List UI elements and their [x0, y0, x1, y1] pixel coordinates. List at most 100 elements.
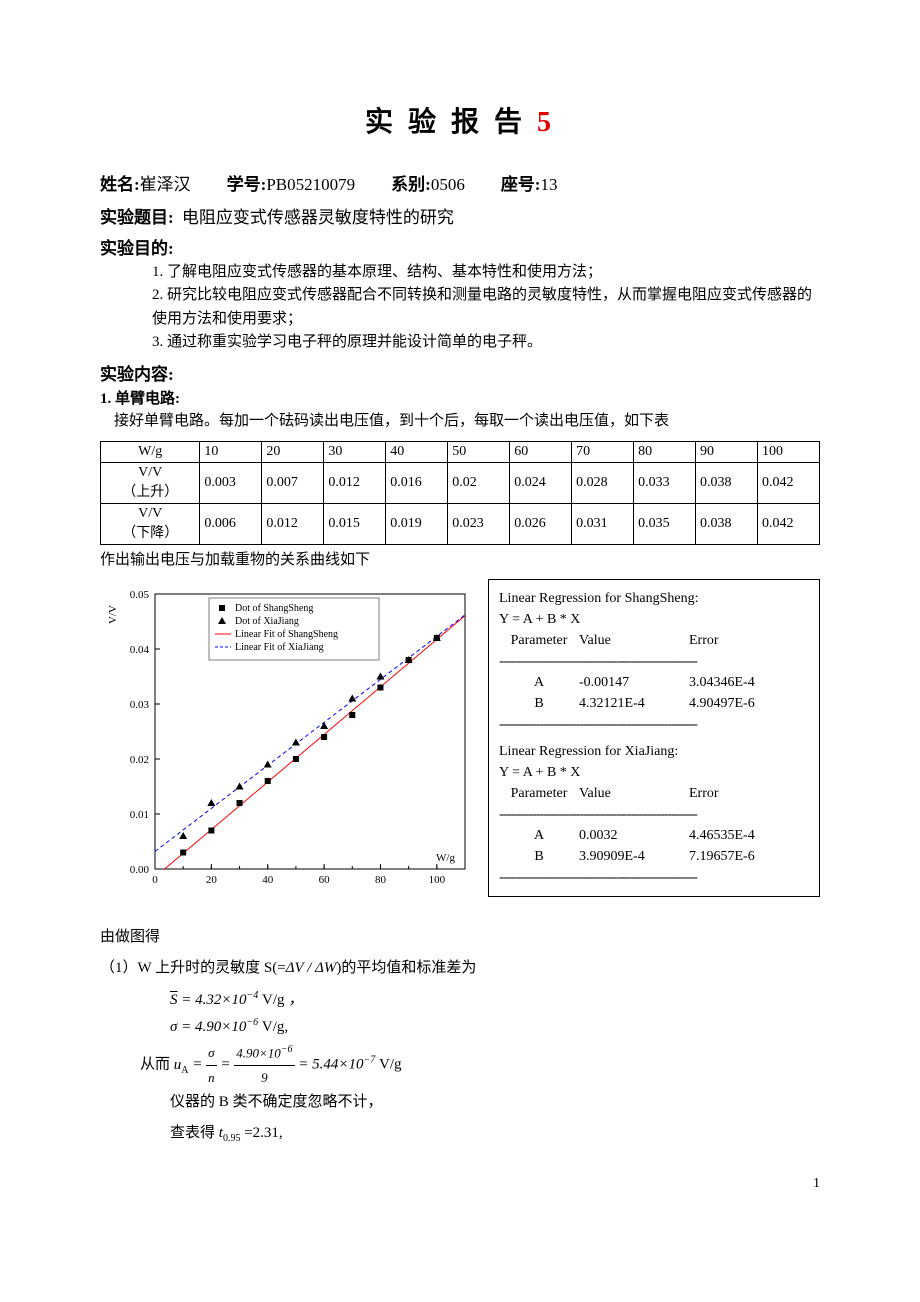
svg-text:80: 80: [375, 874, 387, 886]
svg-text:0.04: 0.04: [130, 644, 150, 656]
dept-label: 系别:: [391, 175, 431, 194]
title-number: 5: [537, 107, 555, 138]
dash-line: ----------------------------------------…: [499, 867, 809, 888]
calc-bclass: 仪器的 B 类不确定度忽略不计，: [170, 1091, 820, 1114]
seat-label: 座号:: [501, 175, 541, 194]
math-ua: 从而 uA = σn = 4.90×10−69 = 5.44×10−7 V/g: [140, 1041, 820, 1089]
table-row: V/V （上升） 0.003 0.007 0.012 0.016 0.02 0.…: [101, 462, 820, 503]
calc-tval: 查表得 t0.95 =2.31,: [170, 1122, 820, 1146]
seat-value: 13: [540, 175, 557, 194]
svg-text:Dot of ShangSheng: Dot of ShangSheng: [235, 603, 313, 614]
table-cell: 0.02: [448, 462, 510, 503]
table-cell: 100: [758, 441, 820, 462]
regression-box: Linear Regression for ShangSheng: Y = A …: [488, 579, 820, 897]
dept-value: 0506: [431, 175, 465, 194]
name-label: 姓名:: [100, 175, 140, 194]
svg-text:0.05: 0.05: [130, 589, 150, 601]
table-cell: 30: [324, 441, 386, 462]
goals-list: 1. 了解电阻应变式传感器的基本原理、结构、基本特性和使用方法； 2. 研究比较…: [100, 261, 820, 354]
table-cell: 0.038: [696, 503, 758, 544]
chart: 0204060801000.000.010.020.030.040.05W/gV…: [100, 579, 480, 914]
report-title: 实 验 报 告 5: [100, 100, 820, 140]
topic-row: 实验题目: 电阻应变式传感器灵敏度特性的研究: [100, 203, 820, 228]
table-cell: 80: [634, 441, 696, 462]
svg-text:60: 60: [319, 874, 331, 886]
reg-err: 7.19657E-6: [689, 846, 799, 867]
svg-text:Linear Fit of ShangSheng: Linear Fit of ShangSheng: [235, 629, 338, 640]
svg-text:0.02: 0.02: [130, 754, 149, 766]
goal-item: 2. 研究比较电阻应变式传感器配合不同转换和测量电路的灵敏度特性，从而掌握电阻应…: [152, 284, 820, 331]
table-cell: 60: [510, 441, 572, 462]
reg-hdr-val: Value: [579, 783, 689, 804]
table-cell: 0.012: [324, 462, 386, 503]
reg-err: 3.04346E-4: [689, 672, 799, 693]
svg-text:100: 100: [429, 874, 446, 886]
data-table: W/g 10 20 30 40 50 60 70 80 90 100 V/V （…: [100, 441, 820, 545]
table-cell: 0.015: [324, 503, 386, 544]
reg-err: 4.46535E-4: [689, 825, 799, 846]
svg-text:Dot of XiaJiang: Dot of XiaJiang: [235, 616, 299, 627]
table-cell: 0.042: [758, 462, 820, 503]
title-text: 实 验 报 告: [365, 107, 537, 138]
reg-label: B: [499, 693, 579, 714]
svg-text:0: 0: [152, 874, 158, 886]
table-cell: 10: [200, 441, 262, 462]
goal-item: 3. 通过称重实验学习电子秤的原理并能设计简单的电子秤。: [152, 331, 820, 354]
reg-hdr-err: Error: [689, 783, 799, 804]
student-info: 姓名:崔泽汉 学号:PB05210079 系别:0506 座号:13: [100, 170, 820, 195]
chart-row: 0204060801000.000.010.020.030.040.05W/gV…: [100, 579, 820, 914]
table-cell: 0.007: [262, 462, 324, 503]
after-table-text: 作出输出电压与加载重物的关系曲线如下: [100, 549, 820, 572]
svg-text:0.00: 0.00: [130, 864, 150, 876]
page: 实 验 报 告 5 姓名:崔泽汉 学号:PB05210079 系别:0506 座…: [0, 0, 920, 1232]
reg-hdr-err: Error: [689, 630, 799, 651]
table-cell: 70: [572, 441, 634, 462]
svg-text:V/V: V/V: [107, 605, 119, 624]
table-cell: 50: [448, 441, 510, 462]
dash-line: ----------------------------------------…: [499, 804, 809, 825]
page-number: 1: [100, 1176, 820, 1192]
table-cell: 20: [262, 441, 324, 462]
chart-svg: 0204060801000.000.010.020.030.040.05W/gV…: [100, 579, 480, 909]
sub1-text: 接好单臂电路。每加一个砝码读出电压值，到十个后，每取一个读出电压值，如下表: [114, 410, 820, 433]
calc-line1: （1）W 上升时的灵敏度 S(=ΔV / ΔW)的平均值和标准差为: [100, 957, 820, 980]
table-cell: 0.038: [696, 462, 758, 503]
dash-line: ----------------------------------------…: [499, 651, 809, 672]
dash-line: ----------------------------------------…: [499, 714, 809, 735]
table-cell: 0.006: [200, 503, 262, 544]
table-cell: V/V （上升）: [101, 462, 200, 503]
reg-val: -0.00147: [579, 672, 689, 693]
reg-label: A: [499, 825, 579, 846]
table-row: W/g 10 20 30 40 50 60 70 80 90 100: [101, 441, 820, 462]
svg-text:0.03: 0.03: [130, 699, 150, 711]
table-cell: 0.019: [386, 503, 448, 544]
table-cell: 0.031: [572, 503, 634, 544]
table-cell: 0.033: [634, 462, 696, 503]
table-cell: 0.016: [386, 462, 448, 503]
reg-eq: Y = A + B * X: [499, 609, 809, 630]
table-cell: 0.003: [200, 462, 262, 503]
goal-label: 实验目的:: [100, 234, 820, 259]
table-cell: 40: [386, 441, 448, 462]
table-cell: 0.028: [572, 462, 634, 503]
table-cell: 0.012: [262, 503, 324, 544]
reg-hdr-val: Value: [579, 630, 689, 651]
table-cell: 0.023: [448, 503, 510, 544]
topic-label: 实验题目:: [100, 208, 174, 227]
reg-label: B: [499, 846, 579, 867]
table-cell: V/V （下降）: [101, 503, 200, 544]
reg2-title: Linear Regression for XiaJiang:: [499, 741, 809, 762]
svg-text:20: 20: [206, 874, 218, 886]
svg-text:40: 40: [262, 874, 274, 886]
table-cell: 0.042: [758, 503, 820, 544]
reg-val: 3.90909E-4: [579, 846, 689, 867]
svg-text:W/g: W/g: [436, 852, 455, 864]
reg-eq: Y = A + B * X: [499, 762, 809, 783]
reg-val: 4.32121E-4: [579, 693, 689, 714]
content-label: 实验内容:: [100, 360, 820, 385]
svg-text:Linear Fit of XiaJiang: Linear Fit of XiaJiang: [235, 642, 324, 653]
table-cell: 0.024: [510, 462, 572, 503]
id-label: 学号:: [227, 175, 267, 194]
reg-hdr-param: Parameter: [499, 783, 579, 804]
reg-err: 4.90497E-6: [689, 693, 799, 714]
